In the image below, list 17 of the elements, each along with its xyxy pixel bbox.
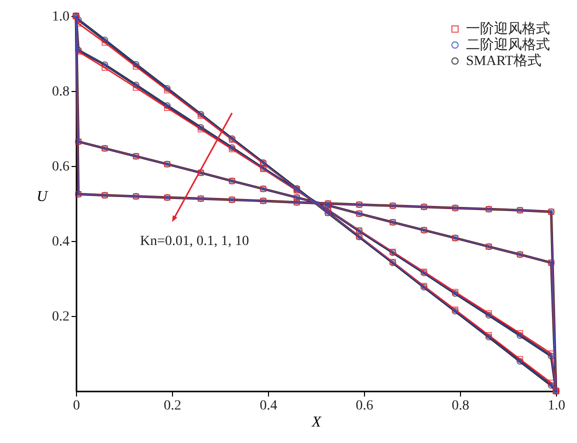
legend-label: SMART格式 (466, 53, 542, 69)
y-tick-label: 0.8 (52, 84, 70, 100)
y-tick-label: 0.6 (52, 160, 70, 174)
x-tick-label: 0.2 (164, 398, 182, 414)
y-axis-title: U (36, 189, 49, 205)
y-tick-label: 0.4 (52, 234, 70, 250)
x-tick-label: 0.4 (260, 398, 278, 414)
y-tick-label: 1.0 (52, 10, 70, 24)
annotation: Kn=0.01, 0.1, 1, 10 (140, 234, 250, 249)
x-tick-label: 0 (73, 398, 80, 414)
x-tick-label: 0.6 (356, 398, 374, 414)
x-tick-label: 1.0 (548, 398, 566, 414)
legend-label: 二阶迎风格式 (466, 37, 550, 53)
x-tick-label: 0.8 (452, 398, 470, 414)
legend-label: 一阶迎风格式 (466, 21, 550, 37)
y-tick-label: 0.2 (52, 310, 70, 324)
x-axis-title: X (310, 414, 322, 430)
